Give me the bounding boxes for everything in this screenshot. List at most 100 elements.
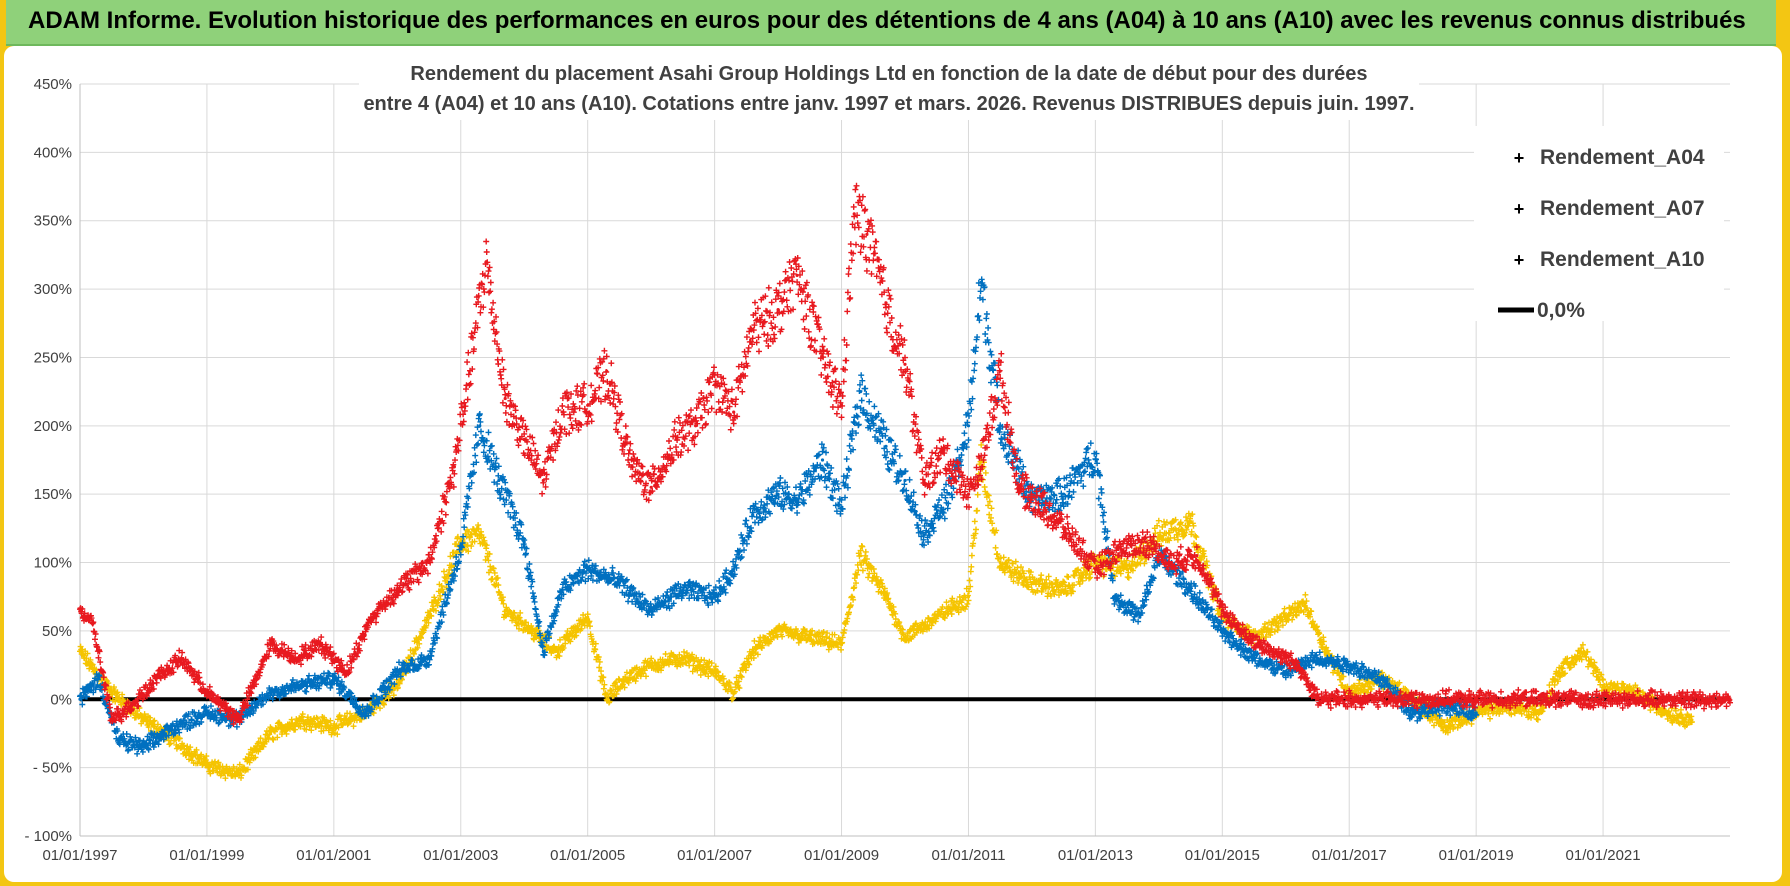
data-point bbox=[1474, 711, 1478, 715]
chart-svg: 450% 400% 350% 300% 250% 200% 150% 100% 50% 0% - 5… bbox=[24, 54, 1733, 864]
data-point bbox=[503, 608, 507, 613]
data-point bbox=[979, 465, 983, 469]
data-point bbox=[839, 403, 844, 407]
x-tick-label: 01/01/2009 bbox=[804, 847, 879, 864]
data-point bbox=[554, 649, 558, 654]
data-point bbox=[344, 670, 349, 674]
data-point bbox=[839, 643, 844, 647]
legend-marker-a07: + bbox=[1514, 199, 1525, 219]
legend-marker-a04: + bbox=[1514, 148, 1525, 168]
data-point bbox=[732, 567, 736, 572]
data-point bbox=[903, 636, 907, 640]
data-point bbox=[268, 643, 272, 647]
data-point bbox=[173, 725, 177, 729]
data-point bbox=[1043, 506, 1047, 510]
y-tick-label: 450% bbox=[34, 76, 72, 93]
data-point bbox=[903, 478, 907, 483]
series-rendement-a10 bbox=[77, 182, 1733, 727]
data-point bbox=[681, 588, 685, 592]
x-tick-label: 01/01/2003 bbox=[423, 847, 498, 864]
chart-area: 450% 400% 350% 300% 250% 200% 150% 100% 50% 0% - 5… bbox=[4, 46, 1782, 882]
x-tick-label: 01/01/2005 bbox=[550, 847, 625, 864]
data-point bbox=[427, 560, 431, 565]
data-point bbox=[1690, 718, 1694, 722]
legend-label-a10: Rendement_A10 bbox=[1540, 248, 1705, 271]
data-point bbox=[713, 595, 717, 599]
x-tick-label: 01/01/2019 bbox=[1439, 847, 1514, 864]
data-point bbox=[541, 649, 545, 654]
data-point bbox=[1220, 608, 1224, 613]
data-point bbox=[1411, 697, 1415, 701]
data-point bbox=[1601, 697, 1605, 701]
data-point bbox=[1411, 711, 1415, 715]
data-point bbox=[97, 677, 101, 681]
data-point bbox=[1093, 451, 1097, 455]
series-rendement-a04 bbox=[77, 441, 1695, 782]
data-point bbox=[884, 444, 888, 448]
x-tick-label: 01/01/2021 bbox=[1566, 847, 1641, 864]
data-point bbox=[776, 492, 780, 496]
data-point bbox=[605, 697, 609, 701]
data-point bbox=[859, 554, 863, 558]
data-point bbox=[713, 383, 717, 387]
data-point bbox=[1195, 554, 1199, 558]
data-point bbox=[966, 424, 971, 428]
x-tick-label: 01/01/2011 bbox=[931, 847, 1005, 864]
y-tick-label: 250% bbox=[34, 349, 72, 366]
data-point bbox=[586, 615, 590, 619]
data-point bbox=[427, 656, 431, 660]
data-point bbox=[395, 588, 399, 592]
data-point bbox=[865, 232, 869, 236]
data-point bbox=[179, 656, 184, 660]
data-point bbox=[522, 540, 526, 544]
data-point bbox=[1582, 649, 1586, 654]
data-point bbox=[751, 513, 755, 517]
data-point bbox=[1347, 697, 1351, 701]
data-point bbox=[884, 595, 888, 599]
data-point bbox=[617, 581, 622, 585]
data-point bbox=[884, 301, 888, 305]
data-point bbox=[649, 608, 653, 613]
series-rendement-a07 bbox=[77, 276, 1480, 757]
data-point bbox=[465, 383, 469, 387]
data-point bbox=[1220, 629, 1224, 633]
data-point bbox=[935, 615, 939, 619]
data-point bbox=[1284, 615, 1288, 619]
y-tick-label: 200% bbox=[34, 418, 72, 435]
data-point bbox=[1144, 540, 1148, 544]
x-tick-label: 01/01/2013 bbox=[1058, 847, 1133, 864]
data-point bbox=[713, 670, 717, 674]
data-point bbox=[1112, 595, 1116, 599]
data-point bbox=[91, 622, 95, 626]
data-point bbox=[1017, 485, 1021, 489]
data-point bbox=[586, 403, 590, 407]
data-point bbox=[1601, 684, 1605, 688]
data-point bbox=[1062, 588, 1066, 592]
legend-background bbox=[1474, 126, 1724, 321]
data-point bbox=[839, 506, 844, 510]
data-point bbox=[947, 492, 952, 496]
data-point bbox=[922, 533, 926, 537]
data-point bbox=[459, 547, 463, 551]
data-point bbox=[1474, 697, 1478, 701]
data-point bbox=[998, 369, 1002, 373]
data-point bbox=[452, 465, 456, 469]
data-point bbox=[795, 499, 799, 503]
data-point bbox=[1093, 567, 1097, 572]
data-point bbox=[649, 485, 653, 489]
x-tick-label: 01/01/1999 bbox=[169, 847, 244, 864]
data-point bbox=[110, 718, 114, 722]
data-point bbox=[732, 690, 736, 695]
data-point bbox=[1303, 602, 1307, 606]
data-point bbox=[522, 437, 526, 442]
x-tick-label: 01/01/2015 bbox=[1185, 847, 1260, 864]
scatter-markers-rendement-a07 bbox=[77, 276, 1480, 757]
data-point bbox=[586, 567, 590, 572]
data-point bbox=[751, 649, 755, 654]
data-point bbox=[332, 725, 336, 729]
data-point bbox=[173, 738, 177, 742]
data-point bbox=[1315, 656, 1320, 660]
x-tick-label: 01/01/1997 bbox=[42, 847, 117, 864]
data-point bbox=[522, 622, 526, 626]
data-point bbox=[903, 362, 907, 366]
